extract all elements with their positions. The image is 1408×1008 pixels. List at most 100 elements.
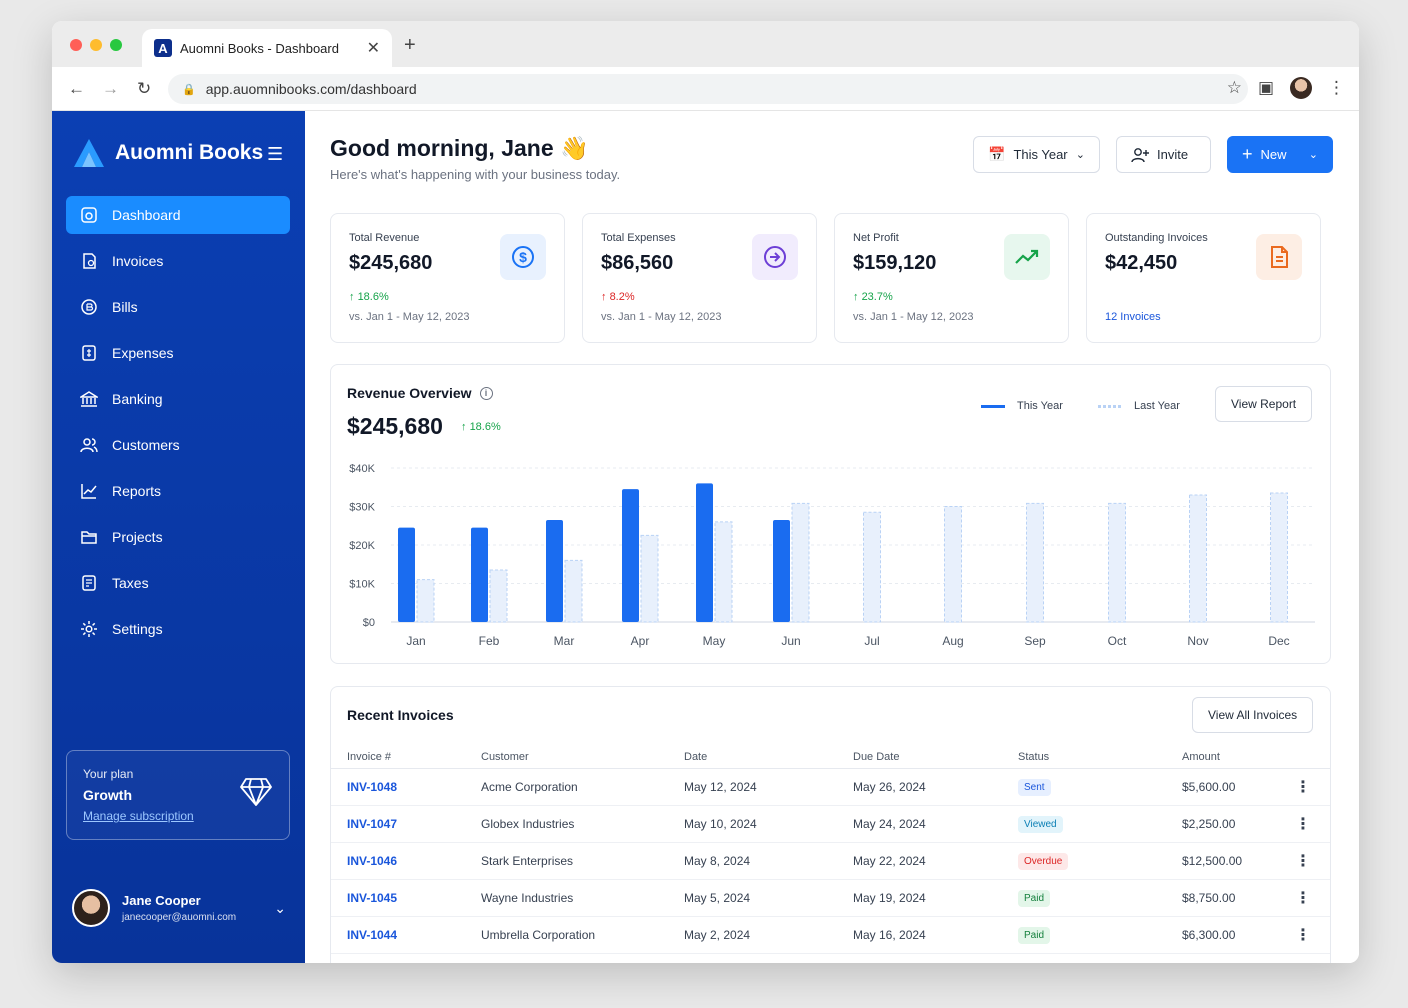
bar-last-year-nov[interactable] xyxy=(1189,494,1207,623)
sidebar-item-bills[interactable]: Bills xyxy=(66,288,290,326)
table-row[interactable]: INV-1047 Globex Industries May 10, 2024 May… xyxy=(331,806,1330,843)
back-icon[interactable]: ← xyxy=(68,79,85,98)
user-email: janecooper@auomni.com xyxy=(122,912,237,923)
bar-last-year-apr[interactable] xyxy=(640,534,659,623)
bar-this-year-feb[interactable] xyxy=(471,527,488,622)
taxes-icon xyxy=(80,574,98,592)
column-header[interactable]: Due Date xyxy=(853,750,900,763)
close-tab-icon[interactable]: ✕ xyxy=(366,40,380,57)
row-menu-icon[interactable]: ⋮ xyxy=(1295,853,1311,870)
view-report-button[interactable]: View Report xyxy=(1215,386,1313,422)
invoice-number-link[interactable]: INV-1048 xyxy=(347,780,398,794)
menu-toggle-icon[interactable]: ☰ xyxy=(267,144,284,164)
projects-icon xyxy=(80,528,98,546)
invite-button[interactable]: Invite xyxy=(1116,136,1211,173)
user-profile[interactable]: Jane Cooper janecooper@auomni.com ⌄ xyxy=(72,889,286,927)
lock-icon: 🔒 xyxy=(182,83,196,96)
sidebar-item-label: Banking xyxy=(112,391,163,407)
bar-this-year-mar[interactable] xyxy=(546,519,563,622)
sidebar-item-customers[interactable]: Customers xyxy=(66,426,290,464)
new-label: New xyxy=(1260,147,1287,162)
column-header[interactable]: Date xyxy=(684,750,708,763)
bar-last-year-aug[interactable] xyxy=(944,506,962,623)
bar-last-year-feb[interactable] xyxy=(489,569,508,623)
bar-this-year-may[interactable] xyxy=(696,483,713,622)
bank-icon xyxy=(80,390,98,408)
period-select[interactable]: 📅 This Year ⌄ xyxy=(973,136,1100,173)
bar-last-year-oct[interactable] xyxy=(1108,502,1126,623)
plus-icon: + xyxy=(1242,144,1253,164)
column-header[interactable]: Status xyxy=(1018,750,1050,763)
invoice-number-link[interactable]: INV-1046 xyxy=(347,854,398,868)
revenue-title-text: Revenue Overview xyxy=(347,385,472,401)
tab-title: Auomni Books - Dashboard xyxy=(180,40,339,56)
bar-last-year-dec[interactable] xyxy=(1270,492,1288,623)
sidebar-item-projects[interactable]: Projects xyxy=(66,518,290,556)
invoice-number-link[interactable]: INV-1045 xyxy=(347,891,398,905)
table-row[interactable]: INV-1048 Acme Corporation May 12, 2024 May … xyxy=(331,769,1330,806)
sidebar-item-taxes[interactable]: Taxes xyxy=(66,564,290,602)
minimize-window-button[interactable] xyxy=(90,39,102,51)
close-window-button[interactable] xyxy=(70,39,82,51)
url-text: app.auomnibooks.com/dashboard xyxy=(205,81,417,97)
sidebar-item-dashboard[interactable]: Dashboard xyxy=(66,196,290,234)
table-row[interactable]: INV-1046 Stark Enterprises May 8, 2024 May … xyxy=(331,843,1330,880)
new-tab-icon[interactable]: + xyxy=(404,34,416,56)
info-icon[interactable]: i xyxy=(479,386,493,400)
reload-icon[interactable]: ↻ xyxy=(137,79,152,98)
outstanding-invoices-link[interactable]: 12 Invoices xyxy=(1105,311,1161,323)
view-all-invoices-button[interactable]: View All Invoices xyxy=(1192,697,1314,733)
bar-last-year-jun[interactable] xyxy=(791,502,810,623)
bar-this-year-jun[interactable] xyxy=(773,519,790,622)
bar-last-year-mar[interactable] xyxy=(564,559,583,623)
table-row[interactable]: INV-1045 Wayne Industries May 5, 2024 May 1… xyxy=(331,880,1330,917)
row-menu-icon[interactable]: ⋮ xyxy=(1295,927,1311,944)
browser-tab[interactable]: A Auomni Books - Dashboard ✕ xyxy=(142,29,392,67)
stat-label: Total Expenses xyxy=(601,232,676,244)
column-header[interactable]: Invoice # xyxy=(347,750,392,763)
sidebar-item-reports[interactable]: Reports xyxy=(66,472,290,510)
table-row[interactable]: INV-1044 Umbrella Corporation May 2, 2024 M… xyxy=(331,917,1330,954)
logo-icon xyxy=(74,139,104,167)
sidebar-item-label: Dashboard xyxy=(112,207,181,223)
sidebar-item-invoices[interactable]: Invoices xyxy=(66,242,290,280)
revenue-chart: $0 $10K $20K $30K $40K Jan Feb Mar Apr May Jun Jul A… xyxy=(349,463,1315,648)
bar-last-year-jul[interactable] xyxy=(863,511,881,623)
bar-last-year-may[interactable] xyxy=(714,521,733,623)
window-controls xyxy=(70,39,122,51)
chevron-down-icon[interactable]: ⌄ xyxy=(274,899,286,916)
row-menu-icon[interactable]: ⋮ xyxy=(1295,890,1311,907)
bar-last-year-sep[interactable] xyxy=(1026,502,1044,623)
row-menu-icon[interactable]: ⋮ xyxy=(1295,816,1311,833)
sidebar-item-expenses[interactable]: Expenses xyxy=(66,334,290,372)
url-field[interactable]: 🔒 app.auomnibooks.com/dashboard xyxy=(168,74,1248,104)
column-header[interactable]: Customer xyxy=(481,750,529,763)
brand[interactable]: Auomni Books xyxy=(72,137,263,169)
bar-this-year-jan[interactable] xyxy=(398,527,415,622)
new-button[interactable]: + New ⌄ xyxy=(1227,136,1333,173)
legend-this-year-label: This Year xyxy=(1017,400,1063,412)
invoice-number-link[interactable]: INV-1047 xyxy=(347,817,398,831)
maximize-window-button[interactable] xyxy=(110,39,122,51)
stat-value: $245,680 xyxy=(349,252,433,274)
sidebar-item-banking[interactable]: Banking xyxy=(66,380,290,418)
sidebar-item-settings[interactable]: Settings xyxy=(66,610,290,648)
profile-avatar[interactable] xyxy=(1290,77,1312,99)
svg-text:$: $ xyxy=(519,249,527,265)
more-icon[interactable]: ⋮ xyxy=(1328,78,1345,97)
avatar xyxy=(72,889,110,927)
sidepanel-icon[interactable]: ▣ xyxy=(1257,78,1274,97)
status-cell: Paid xyxy=(1018,880,1051,916)
column-header[interactable]: Amount xyxy=(1182,750,1220,763)
customer-cell: Globex Industries xyxy=(481,817,575,831)
bar-last-year-jan[interactable] xyxy=(416,579,435,623)
forward-icon[interactable]: → xyxy=(102,79,119,98)
chevron-down-icon: ⌄ xyxy=(1075,149,1085,161)
star-icon[interactable]: ☆ xyxy=(1226,78,1242,97)
legend-last-year-label: Last Year xyxy=(1134,400,1180,412)
invoice-number-link[interactable]: INV-1044 xyxy=(347,928,398,942)
manage-subscription-link[interactable]: Manage subscription xyxy=(83,809,194,823)
y-tick-label: $30K xyxy=(349,502,375,514)
bar-this-year-apr[interactable] xyxy=(622,489,639,622)
row-menu-icon[interactable]: ⋮ xyxy=(1295,779,1311,796)
